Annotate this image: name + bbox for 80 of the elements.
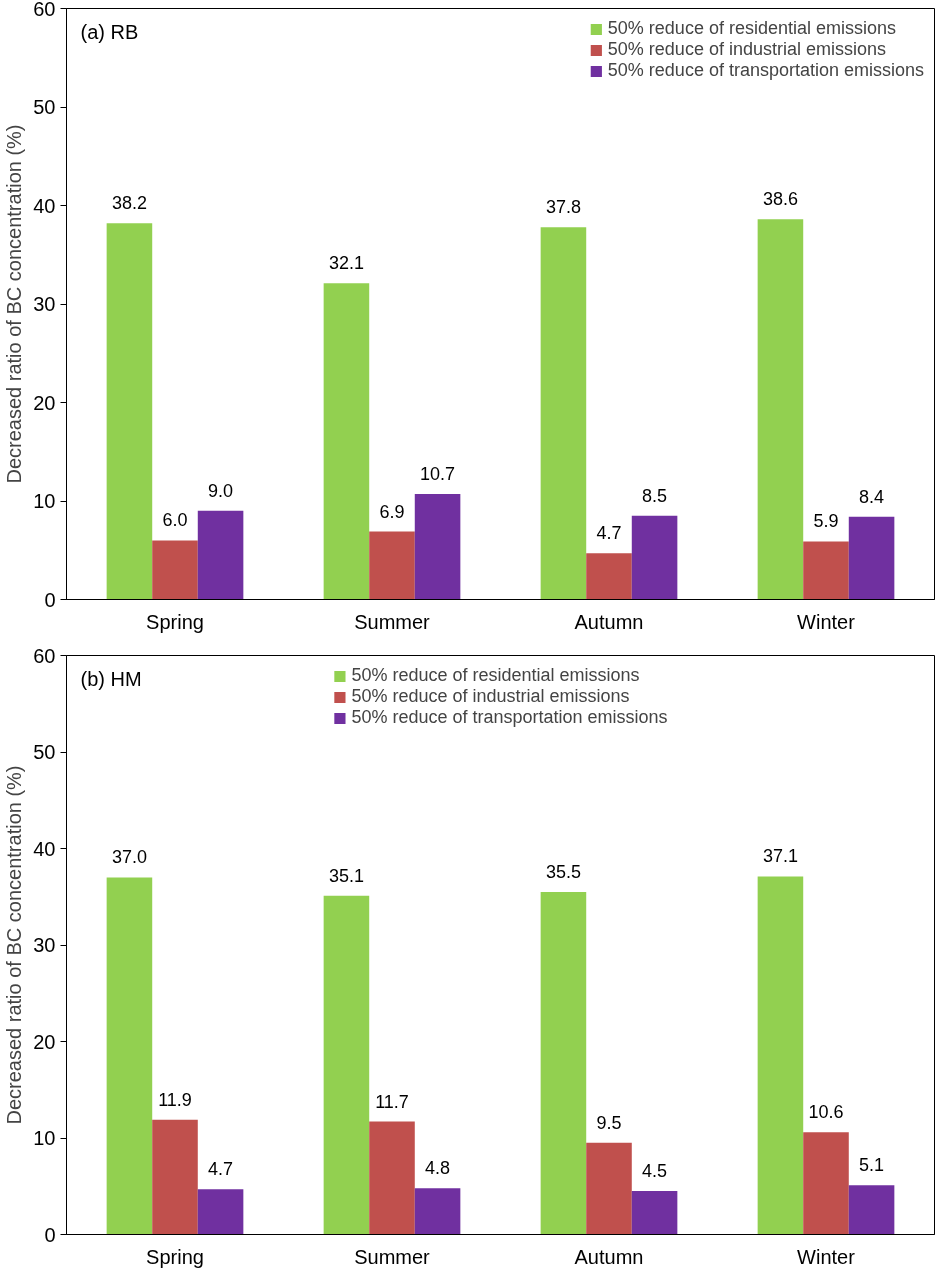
bar (323, 283, 370, 600)
text: (b) HM (80, 667, 142, 690)
bar (586, 553, 632, 600)
data-label: 35.5 (545, 861, 581, 882)
bar (540, 227, 587, 600)
bar (848, 516, 895, 600)
data-label: 5.1 (859, 1155, 885, 1176)
bar (197, 510, 244, 600)
bar (106, 877, 153, 1235)
data-label: 10.6 (808, 1102, 844, 1123)
bar (152, 1119, 198, 1235)
legend-label: 50% reduce of residential emissions (607, 18, 896, 39)
bar (586, 1142, 632, 1235)
data-label: 37.8 (545, 197, 581, 218)
x-tick-label: Autumn (574, 610, 644, 633)
x-tick-label: Spring (146, 610, 204, 633)
bar (152, 540, 198, 600)
bar (631, 515, 678, 600)
bar (848, 1185, 895, 1235)
data-label: 6.9 (379, 501, 405, 522)
data-label: 37.0 (111, 847, 147, 868)
bar (197, 1189, 244, 1235)
data-label: 5.9 (813, 511, 839, 532)
y-tick-label: 60 (33, 0, 56, 20)
data-label: 4.7 (208, 1159, 234, 1180)
bar (757, 219, 804, 600)
x-tick-label: Autumn (574, 1245, 644, 1268)
data-label: 11.7 (375, 1091, 409, 1112)
y-tick-label: 10 (33, 490, 56, 512)
bar (757, 876, 804, 1235)
bar (631, 1191, 678, 1235)
legend-label: 50% reduce of residential emissions (351, 665, 640, 686)
data-label: 37.1 (762, 846, 798, 867)
y-axis-title: Decreased ratio of BC concentration (%) (3, 124, 26, 484)
bar (106, 223, 153, 600)
x-tick-label: Winter (797, 610, 856, 633)
bar (369, 1121, 415, 1235)
data-label: 4.7 (596, 523, 622, 544)
data-label: 9.0 (208, 480, 234, 501)
bar (323, 895, 370, 1235)
data-label: 6.0 (162, 510, 188, 531)
data-label: 38.2 (111, 193, 147, 214)
y-tick-label: 40 (33, 194, 56, 217)
y-tick-label: 0 (44, 588, 56, 611)
data-label: 11.9 (158, 1089, 192, 1110)
data-label: 8.4 (859, 486, 885, 507)
y-tick-label: 50 (33, 96, 56, 118)
text: (a) RB (80, 20, 139, 43)
y-tick-label: 30 (33, 293, 56, 315)
x-tick-label: Spring (146, 1245, 204, 1268)
legend-label: 50% reduce of industrial emissions (351, 686, 630, 707)
y-tick-label: 20 (33, 391, 56, 414)
y-tick-label: 50 (33, 741, 56, 763)
bar (540, 891, 587, 1235)
data-label: 32.1 (328, 253, 364, 274)
data-label: 10.7 (420, 464, 456, 485)
y-tick-label: 10 (33, 1127, 56, 1149)
bar (369, 531, 415, 600)
data-label: 35.1 (328, 865, 364, 886)
bar (803, 1132, 849, 1235)
data-label: 38.6 (762, 189, 798, 210)
data-label: 8.5 (642, 485, 668, 506)
data-label: 4.5 (642, 1161, 668, 1182)
x-tick-label: Summer (354, 610, 431, 633)
data-label: 4.8 (425, 1158, 451, 1179)
x-tick-label: Summer (354, 1245, 431, 1268)
y-tick-label: 0 (44, 1223, 56, 1246)
legend-label: 50% reduce of transportation emissions (607, 60, 924, 81)
bar (414, 1188, 461, 1235)
data-label: 9.5 (596, 1112, 622, 1133)
y-tick-label: 20 (33, 1030, 56, 1053)
legend-label: 50% reduce of industrial emissions (607, 39, 886, 60)
y-axis-title: Decreased ratio of BC concentration (%) (3, 765, 26, 1125)
y-tick-label: 60 (33, 644, 56, 667)
legend-label: 50% reduce of transportation emissions (351, 707, 668, 728)
bar (414, 494, 461, 600)
y-tick-label: 30 (33, 934, 56, 956)
x-tick-label: Winter (797, 1245, 856, 1268)
y-tick-label: 40 (33, 837, 56, 860)
bar (803, 541, 849, 600)
